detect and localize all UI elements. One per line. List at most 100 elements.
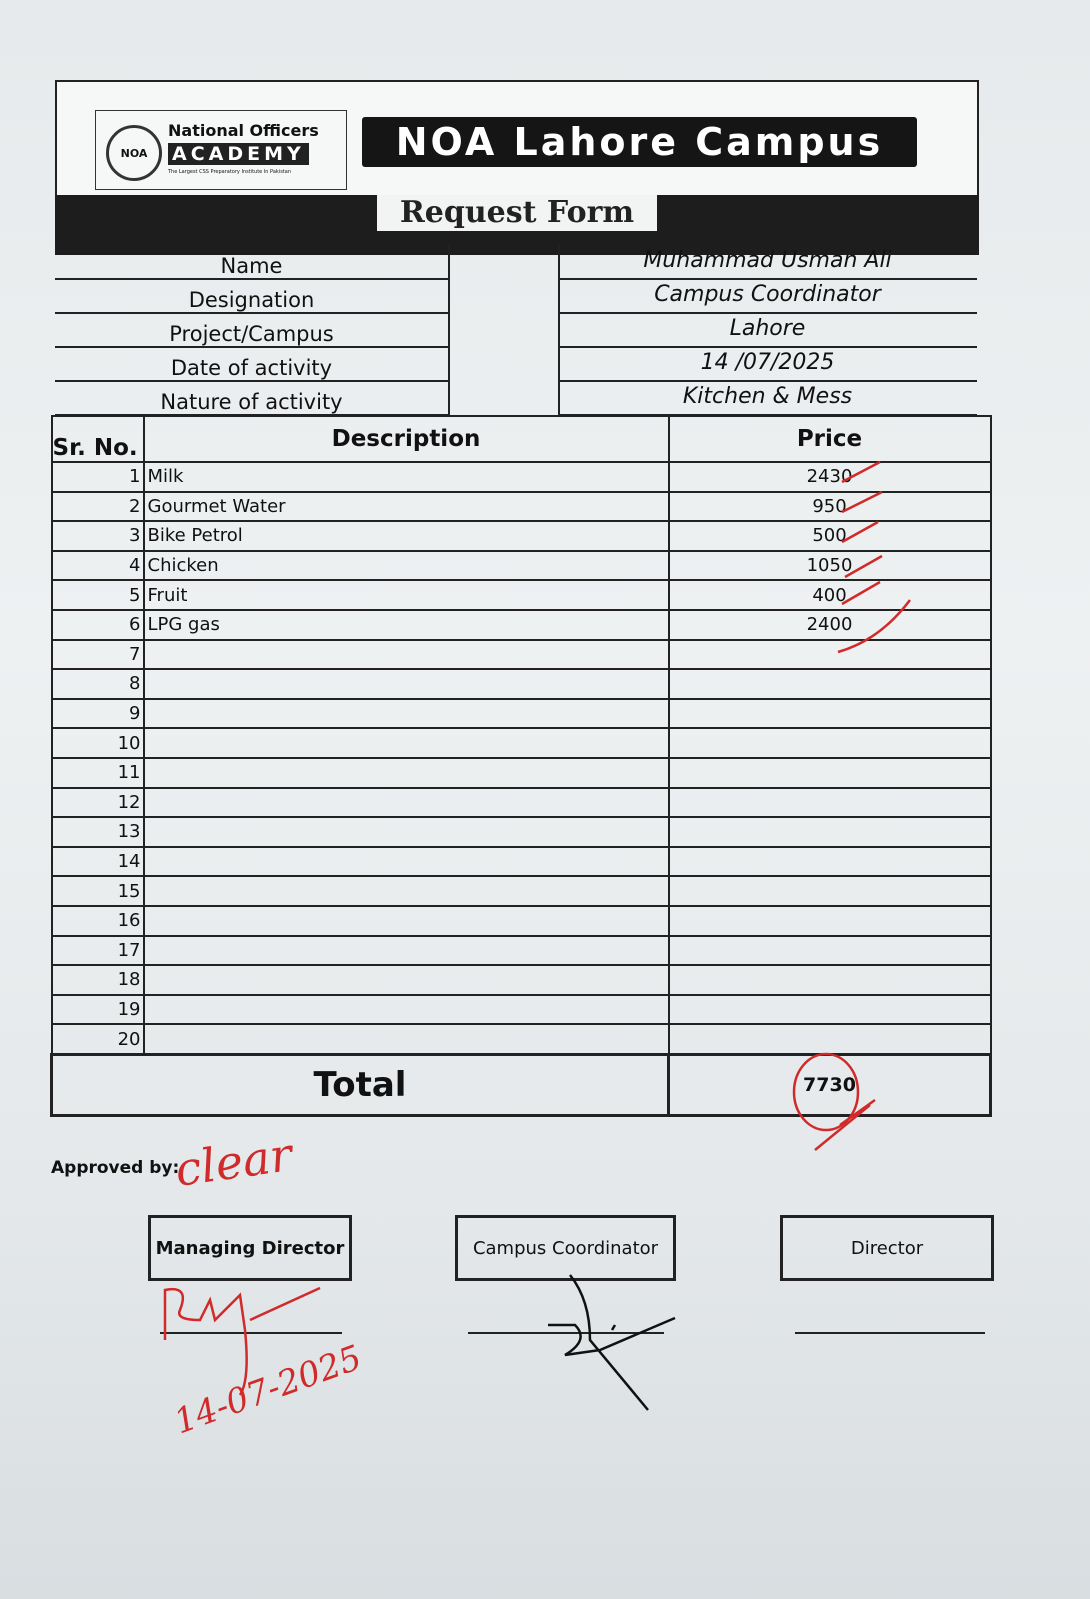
info-row: Date of activity 14 /07/2025 [55,347,979,382]
price-header: Price [667,415,992,463]
signatory-director: Director [780,1215,994,1281]
row-price [667,668,992,700]
cc-signature [548,1274,676,1411]
info-value: 14 /07/2025 [558,347,977,382]
table-row: 20 [50,1023,992,1056]
row-sr: 13 [50,816,145,848]
row-price [667,697,992,730]
logo-seal-icon: NOA [106,125,162,181]
info-spacer [448,381,560,415]
row-sr: 18 [50,964,145,996]
row-sr: 5 [50,579,145,611]
row-price [667,964,992,996]
table-row: 18 [50,964,992,996]
logo-line2: ACADEMY [168,143,309,165]
approved-by-label: Approved by: [51,1158,180,1178]
row-price [667,727,992,759]
row-description: LPG gas [142,608,670,641]
row-price [667,904,992,937]
row-price: 2430 [667,461,992,493]
row-price: 1050 [667,549,992,582]
form-title-bar: Request Form [55,195,979,255]
signature-line-director [795,1332,985,1334]
info-label: Name [55,245,448,280]
row-sr: 15 [50,875,145,907]
row-sr: 12 [50,786,145,819]
row-description: Chicken [142,549,670,582]
row-description [142,816,670,848]
handwritten-date: 14-07-2025 [169,1337,367,1443]
row-sr: 8 [50,668,145,700]
table-row: 2 Gourmet Water 950 [50,490,992,523]
row-price [667,786,992,819]
info-value: Kitchen & Mess [558,381,977,416]
table-row: 17 [50,934,992,967]
row-sr: 1 [50,461,145,493]
table-row: 13 [50,816,992,848]
row-sr: 17 [50,934,145,967]
row-sr: 10 [50,727,145,759]
total-label: Total [50,1052,670,1117]
handwritten-approval-note: clear [171,1127,296,1197]
row-price [667,875,992,907]
table-row: 5 Fruit 400 [50,579,992,611]
info-value: Campus Coordinator [558,279,977,314]
row-description: Bike Petrol [142,520,670,552]
campus-title: NOA Lahore Campus [362,117,917,167]
row-sr: 19 [50,993,145,1026]
info-row: Name Muhammad Usman Ali [55,245,979,280]
info-label: Nature of activity [55,381,448,416]
row-price [667,845,992,878]
row-sr: 6 [50,608,145,641]
table-row: 16 [50,904,992,937]
row-sr: 7 [50,638,145,671]
total-value: 7730 [667,1052,992,1117]
logo-tagline: The Largest CSS Preparatory Institute In… [168,169,291,175]
items-table: Sr. No. Description Price 1 Milk 2430 2 Gour… [50,415,992,1117]
info-row: Project/Campus Lahore [55,313,979,348]
table-row: 3 Bike Petrol 500 [50,520,992,552]
academy-logo: NOA National Officers ACADEMY The Larges… [95,110,347,190]
info-value: Lahore [558,313,977,348]
row-description: Fruit [142,579,670,611]
row-price [667,816,992,848]
row-description [142,875,670,907]
row-description [142,904,670,937]
info-spacer [448,245,560,279]
row-sr: 9 [50,697,145,730]
row-sr: 14 [50,845,145,878]
row-sr: 2 [50,490,145,523]
table-row: 4 Chicken 1050 [50,549,992,582]
signatory-managing-director: Managing Director [148,1215,352,1281]
row-description [142,786,670,819]
row-sr: 16 [50,904,145,937]
table-row: 9 [50,697,992,730]
request-form-sheet: NOA National Officers ACADEMY The Larges… [45,75,995,1135]
table-row: 6 LPG gas 2400 [50,608,992,641]
table-row: 7 [50,638,992,671]
form-title: Request Form [377,195,657,231]
row-description [142,993,670,1026]
row-sr: 11 [50,756,145,789]
info-spacer [448,347,560,381]
row-sr: 3 [50,520,145,552]
sr-header: Sr. No. [50,415,145,463]
row-description: Milk [142,461,670,493]
row-description [142,727,670,759]
signature-line-cc [468,1332,664,1334]
info-row: Designation Campus Coordinator [55,279,979,314]
row-description [142,964,670,996]
row-description [142,697,670,730]
row-description [142,756,670,789]
row-description [142,1023,670,1056]
row-price: 500 [667,520,992,552]
info-label: Date of activity [55,347,448,382]
signature-line-md [160,1332,342,1334]
signatory-campus-coordinator: Campus Coordinator [455,1215,676,1281]
info-spacer [448,279,560,313]
description-header: Description [142,415,670,463]
table-row: 12 [50,786,992,819]
info-label: Project/Campus [55,313,448,348]
table-row: 1 Milk 2430 [50,461,992,493]
row-price [667,934,992,967]
